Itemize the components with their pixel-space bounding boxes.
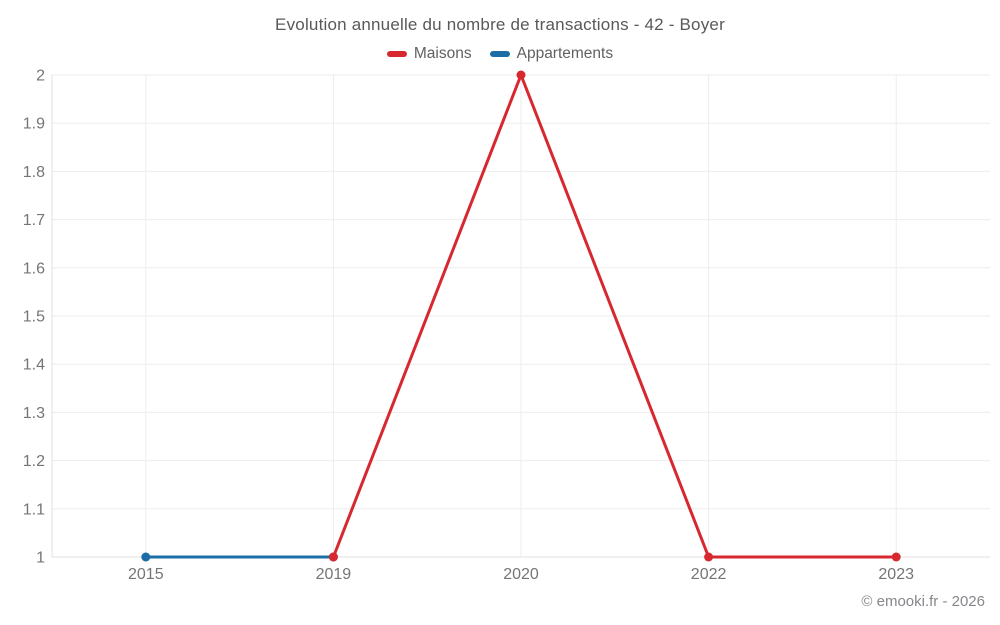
data-point-maisons <box>516 70 526 80</box>
y-axis-tick-label: 2 <box>36 68 45 85</box>
y-axis-tick-label: 1.5 <box>23 309 45 326</box>
y-axis-tick-label: 1.3 <box>23 405 45 422</box>
legend-item-maisons[interactable]: Maisons <box>386 45 472 63</box>
data-point-maisons <box>704 552 714 562</box>
legend-label-maisons: Maisons <box>413 45 472 62</box>
x-axis-tick-label: 2019 <box>316 566 352 583</box>
y-axis-tick-label: 1.7 <box>23 212 45 229</box>
data-point-appartements <box>141 552 151 562</box>
legend-swatch-appartements <box>489 51 510 57</box>
y-axis-tick-label: 1.1 <box>23 501 45 518</box>
chart-title: Evolution annuelle du nombre de transact… <box>275 15 725 34</box>
x-axis-tick-label: 2020 <box>503 566 539 583</box>
series-line-maisons <box>331 73 898 559</box>
legend-swatch-maisons <box>386 51 407 57</box>
data-point-maisons <box>891 552 901 562</box>
y-axis-tick-label: 1.2 <box>23 453 45 470</box>
y-axis-tick-label: 1.6 <box>23 260 45 277</box>
y-axis-tick-label: 1.4 <box>23 357 45 374</box>
x-axis-tick-label: 2015 <box>128 566 164 583</box>
y-axis-tick-label: 1.8 <box>23 164 45 181</box>
y-axis-tick-label: 1 <box>36 550 45 567</box>
chart-legend: Maisons Appartements <box>0 45 1000 63</box>
x-axis-tick-label: 2023 <box>878 566 914 583</box>
x-axis-tick-label: 2022 <box>691 566 727 583</box>
legend-label-appartements: Appartements <box>516 45 614 62</box>
y-axis-tick-label: 1.9 <box>23 116 45 133</box>
legend-item-appartements[interactable]: Appartements <box>489 45 614 63</box>
copyright-text: © emooki.fr - 2026 <box>861 593 985 610</box>
data-point-maisons <box>328 552 338 562</box>
